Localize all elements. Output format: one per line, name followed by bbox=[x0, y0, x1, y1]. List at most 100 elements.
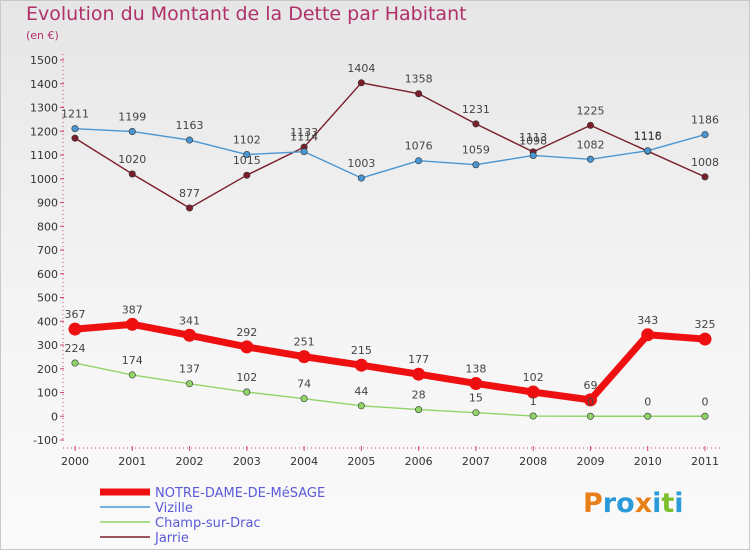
x-tick-label: 2001 bbox=[118, 455, 146, 468]
data-point bbox=[186, 136, 194, 144]
data-label: 0 bbox=[644, 395, 651, 408]
data-point bbox=[529, 412, 537, 420]
data-point bbox=[472, 120, 480, 128]
data-point bbox=[415, 406, 423, 414]
data-label: 292 bbox=[236, 326, 257, 339]
data-label: 177 bbox=[408, 353, 429, 366]
x-tick-label: 2000 bbox=[61, 455, 89, 468]
data-point bbox=[243, 151, 251, 159]
data-point bbox=[701, 173, 709, 181]
data-point bbox=[128, 127, 136, 135]
data-label: 1225 bbox=[576, 104, 604, 117]
y-tick-label: 700 bbox=[37, 244, 58, 257]
data-point bbox=[586, 155, 594, 163]
data-label: 1102 bbox=[233, 134, 261, 147]
data-label: 1015 bbox=[233, 154, 261, 167]
y-tick-label: 300 bbox=[37, 339, 58, 352]
x-tick-label: 2009 bbox=[576, 455, 604, 468]
data-label: 1008 bbox=[691, 156, 719, 169]
logo-letter: i bbox=[674, 488, 684, 519]
logo-letter: t bbox=[661, 488, 675, 519]
data-label: 1133 bbox=[290, 126, 318, 139]
x-tick-label: 2004 bbox=[290, 455, 318, 468]
data-point bbox=[128, 170, 136, 178]
data-label: 1358 bbox=[405, 73, 433, 86]
y-tick-label: 1100 bbox=[30, 149, 58, 162]
data-label: 69 bbox=[583, 379, 597, 392]
data-point bbox=[529, 151, 537, 159]
data-label: 102 bbox=[523, 371, 544, 384]
data-point bbox=[128, 371, 136, 379]
x-tick-label: 2002 bbox=[176, 455, 204, 468]
data-label: 224 bbox=[65, 342, 86, 355]
data-label: 1059 bbox=[462, 144, 490, 157]
legend-label: Vizille bbox=[155, 501, 193, 516]
data-point bbox=[357, 402, 365, 410]
data-point bbox=[586, 121, 594, 129]
data-label: 367 bbox=[65, 308, 86, 321]
data-label: 1116 bbox=[634, 130, 662, 143]
data-label: 1098 bbox=[519, 134, 547, 147]
data-point bbox=[415, 157, 423, 165]
series-line bbox=[74, 127, 706, 179]
chart-title: Evolution du Montant de la Dette par Hab… bbox=[26, 3, 467, 25]
data-point bbox=[243, 171, 251, 179]
data-label: 1 bbox=[530, 395, 537, 408]
data-label: 1114 bbox=[290, 131, 318, 144]
series-line bbox=[74, 362, 706, 417]
series-line bbox=[74, 82, 706, 209]
data-point bbox=[469, 376, 483, 390]
y-tick-label: 600 bbox=[37, 268, 58, 281]
data-label: 251 bbox=[294, 336, 315, 349]
data-point bbox=[71, 134, 79, 142]
data-point bbox=[586, 412, 594, 420]
data-label: 138 bbox=[465, 362, 486, 375]
data-point bbox=[186, 204, 194, 212]
y-tick-label: 1300 bbox=[30, 102, 58, 115]
data-point bbox=[125, 317, 139, 331]
logo-letter: x bbox=[634, 488, 653, 519]
data-label: 137 bbox=[179, 363, 200, 376]
data-point bbox=[472, 409, 480, 417]
data-label: 0 bbox=[702, 395, 709, 408]
data-label: 1231 bbox=[462, 103, 490, 116]
proxiti-logo: Proxiti bbox=[583, 488, 684, 519]
data-label: 325 bbox=[695, 318, 716, 331]
data-point bbox=[240, 340, 254, 354]
y-tick-label: 900 bbox=[37, 197, 58, 210]
data-label: 0 bbox=[587, 395, 594, 408]
data-label: 174 bbox=[122, 354, 143, 367]
x-tick-label: 2008 bbox=[519, 455, 547, 468]
series-line bbox=[71, 320, 709, 404]
data-point bbox=[472, 161, 480, 169]
data-label: 44 bbox=[354, 385, 368, 398]
data-point bbox=[641, 328, 655, 342]
data-label: 1186 bbox=[691, 114, 719, 127]
data-point bbox=[357, 79, 365, 87]
logo-letter: r bbox=[602, 488, 617, 519]
x-tick-label: 2003 bbox=[233, 455, 261, 468]
y-tick-label: 1500 bbox=[30, 54, 58, 67]
data-label: 341 bbox=[179, 314, 200, 327]
data-point bbox=[357, 174, 365, 182]
data-point bbox=[583, 393, 597, 407]
data-label: 387 bbox=[122, 303, 143, 316]
logo-letter: P bbox=[583, 488, 603, 519]
data-point bbox=[526, 385, 540, 399]
data-label: 1113 bbox=[519, 131, 547, 144]
data-label: 1199 bbox=[118, 110, 146, 123]
data-point bbox=[701, 412, 709, 420]
y-tick-label: 100 bbox=[37, 387, 58, 400]
data-label: 28 bbox=[412, 389, 426, 402]
data-label: 1163 bbox=[176, 119, 204, 132]
data-point bbox=[243, 388, 251, 396]
y-tick-label: 400 bbox=[37, 315, 58, 328]
logo-letter: i bbox=[652, 488, 662, 519]
data-label: 1003 bbox=[347, 157, 375, 170]
data-point bbox=[183, 328, 197, 342]
data-label: 1082 bbox=[576, 138, 604, 151]
data-point bbox=[698, 332, 712, 346]
y-tick-label: 200 bbox=[37, 363, 58, 376]
